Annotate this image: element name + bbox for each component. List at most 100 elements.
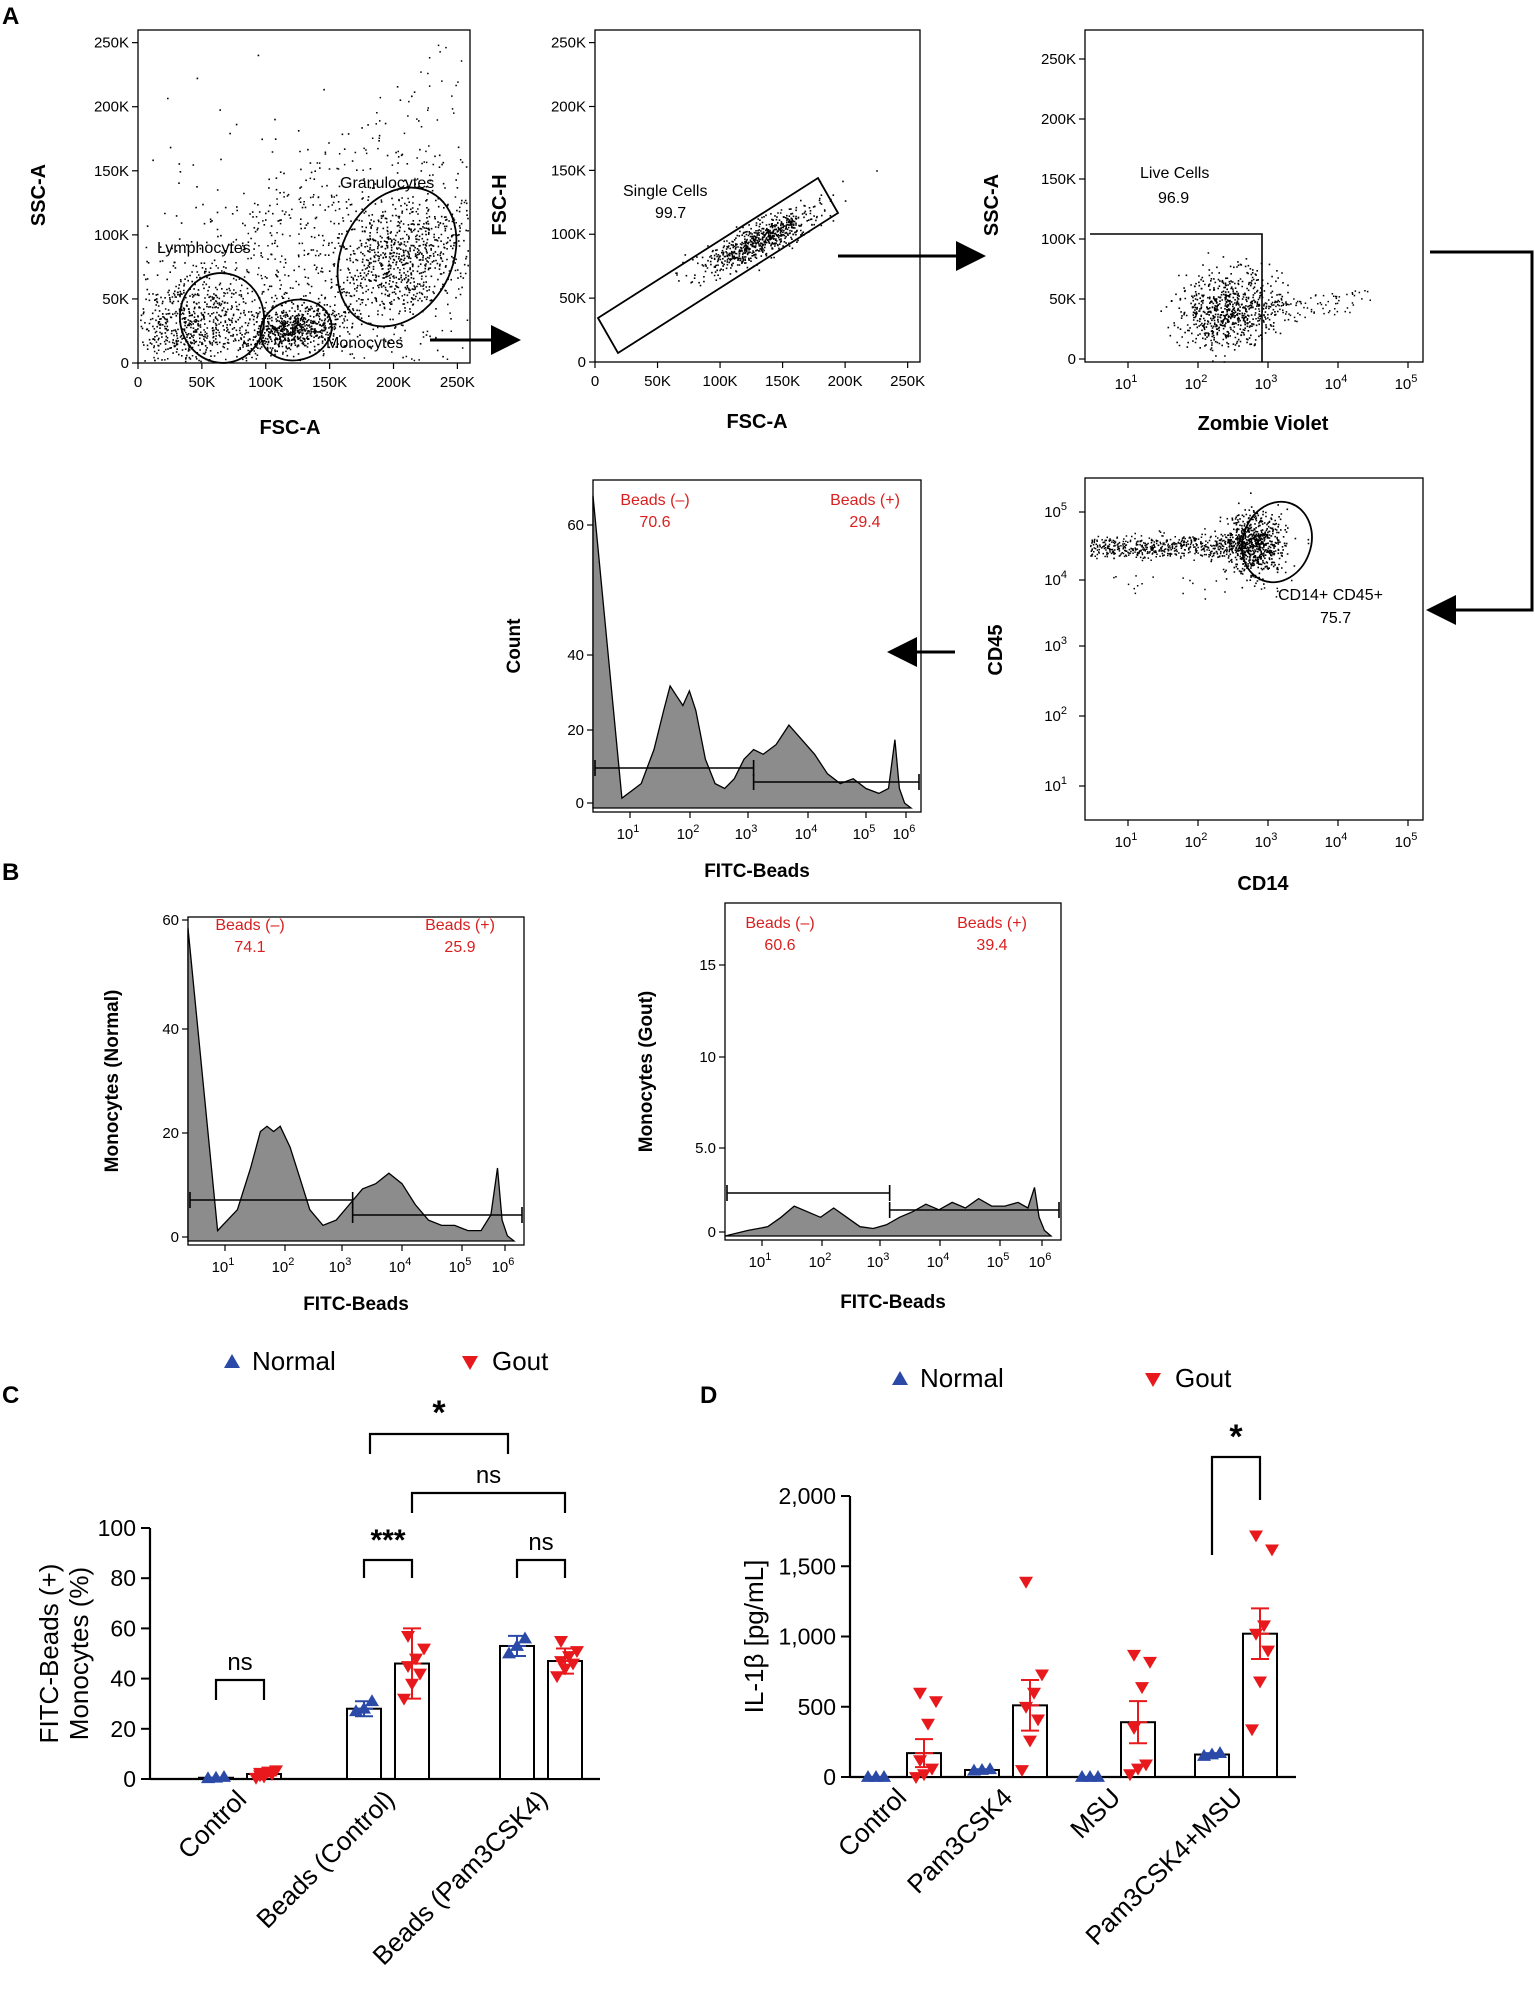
gate-beads-negative [189, 1192, 354, 1208]
gate-lymphocytes [179, 272, 265, 364]
gate-value-cd14-cd45: 75.7 [1320, 610, 1351, 627]
x-tick-label: Beads (Control) [250, 1784, 400, 1934]
gate-live-cells [1090, 233, 1263, 362]
y-tick-label: 0 [171, 1229, 179, 1246]
data-point-normal [217, 1769, 231, 1782]
gate-value-live-cells: 96.9 [1158, 190, 1189, 207]
y-tick-label: 100K [94, 227, 129, 244]
sig-bracket-pam-msu [1210, 1455, 1262, 1555]
x-tick-label: 100K [248, 374, 283, 391]
plot-frame [724, 902, 1062, 1241]
gate-beads-negative [726, 1185, 891, 1201]
plot-histogram-count: Beads (–) 70.6 Beads (+) 29.4 0 20 40 60 101 102 1… [504, 479, 922, 882]
y-tick-label: 150K [94, 163, 129, 180]
data-point-gout [1123, 1769, 1137, 1782]
x-axis-title: FITC-Beads [303, 1294, 409, 1315]
data-point-gout [913, 1755, 927, 1768]
x-tick-label: 101 [212, 1256, 235, 1276]
x-tick-label: 103 [1255, 831, 1278, 851]
x-tick-label: 104 [389, 1256, 412, 1276]
panel-label-b: B [2, 859, 19, 886]
x-tick-label: 50K [644, 373, 671, 390]
data-point-gout [1257, 1620, 1271, 1633]
plot-fsc-ssc: Lymphocytes Monocytes Granulocytes 0 50K 100K… [28, 29, 475, 439]
legend-label-normal: Normal [252, 1346, 336, 1376]
sig-bracket-beads-pam-label: ns [528, 1529, 553, 1556]
y-tick-label: 2,000 [778, 1483, 836, 1509]
y-tick-label: 104 [1044, 569, 1067, 589]
sig-bracket-normal-cross [368, 1432, 510, 1454]
y-tick-label: 250K [1041, 51, 1076, 68]
y-tick-label: 20 [110, 1716, 136, 1742]
data-point-gout [1127, 1649, 1141, 1662]
gate-label-cd14-cd45: CD14+ CD45+ [1278, 587, 1383, 604]
data-point-gout [570, 1646, 584, 1658]
x-tick-label: 106 [893, 823, 916, 843]
histogram-area [724, 1187, 1053, 1237]
x-tick-label: 101 [617, 823, 640, 843]
x-tick-label: 103 [867, 1251, 890, 1271]
x-axis-title: FITC-Beads [704, 861, 810, 882]
x-tick-label: 106 [1029, 1251, 1052, 1271]
y-tick-label: 1,500 [778, 1553, 836, 1579]
plot-frame [1084, 29, 1424, 363]
x-tick-label: 0 [134, 374, 142, 391]
x-axis-title: Zombie Violet [1198, 413, 1329, 435]
y-axis-title: CD45 [985, 624, 1007, 675]
data-point-gout [1027, 1687, 1041, 1700]
data-point-normal [877, 1770, 891, 1782]
plot-frame [1084, 477, 1424, 821]
data-point-normal [1091, 1770, 1105, 1782]
gate-value-positive: 29.4 [849, 514, 880, 531]
y-tick-label: 40 [110, 1666, 136, 1692]
x-tick-label: 200K [828, 373, 863, 390]
x-tick-label: 102 [809, 1251, 832, 1271]
data-point-gout [1035, 1669, 1049, 1682]
data-point-gout [550, 1671, 564, 1684]
gate-beads-positive [888, 1202, 1060, 1218]
x-tick-label: Control [832, 1782, 912, 1862]
gate-label-single-cells: Single Cells [623, 183, 707, 200]
legend-marker-gout [1145, 1373, 1161, 1387]
gating-arrows [430, 241, 1534, 667]
y-tick-label: 0 [708, 1224, 716, 1241]
x-tick-label: 104 [1325, 373, 1348, 393]
x-tick-label: 102 [677, 823, 700, 843]
data-point-gout [1019, 1701, 1033, 1714]
data-point-normal [518, 1631, 532, 1644]
x-tick-label: 102 [1185, 831, 1208, 851]
histogram-area [187, 928, 516, 1242]
gate-value-negative: 74.1 [234, 939, 265, 956]
y-tick-label: 100K [551, 226, 586, 243]
x-axis-title: FSC-A [726, 411, 787, 433]
x-tick-label: 104 [1325, 831, 1348, 851]
panel-label-a: A [2, 3, 19, 30]
x-tick-label: 100K [703, 373, 738, 390]
data-point-normal [983, 1762, 997, 1775]
x-tick-label: 105 [987, 1251, 1010, 1271]
y-tick-label: 0 [123, 1766, 136, 1792]
sig-bracket-beads-pam [515, 1558, 567, 1578]
data-point-gout [417, 1643, 431, 1656]
data-point-gout [1015, 1765, 1029, 1777]
data-point-gout [562, 1651, 576, 1664]
sig-bracket-control-label: ns [227, 1649, 252, 1676]
data-point-gout [1143, 1656, 1157, 1669]
y-tick-label: 20 [567, 722, 584, 739]
data-point-gout [1023, 1735, 1037, 1748]
y-tick-label: 101 [1044, 775, 1067, 795]
y-axis-title: Monocytes (Normal) [102, 990, 123, 1173]
x-tick-label: 104 [927, 1251, 950, 1271]
x-axis-title: CD14 [1237, 873, 1289, 895]
plot-frame [594, 29, 921, 363]
legend-label-gout: Gout [492, 1346, 549, 1376]
data-point-normal [365, 1694, 379, 1707]
gate-label-live-cells: Live Cells [1140, 165, 1209, 182]
plot-panel-d: 0 500 1,000 1,500 2,000 Normal Gout IL-1β [pg/m… [739, 1363, 1296, 1951]
data-point-gout [554, 1656, 568, 1669]
plot-frame [137, 29, 471, 364]
plot-cd14-cd45: CD14+ CD45+ 75.7 101 102 103 104 105 101 102 103 1… [985, 477, 1424, 895]
data-point-gout [405, 1678, 419, 1691]
data-point-gout [921, 1718, 935, 1731]
event-cloud-background [144, 54, 468, 362]
